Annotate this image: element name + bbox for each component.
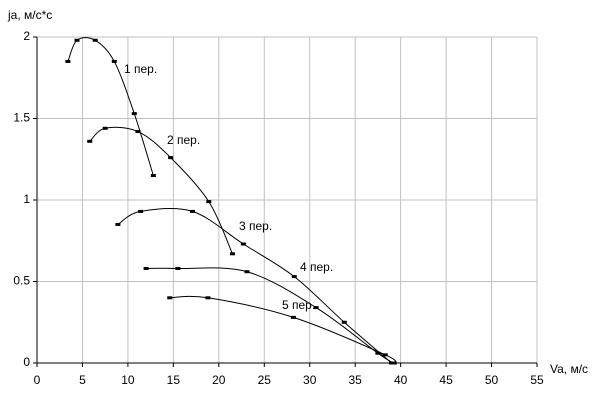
point-marker (87, 139, 93, 143)
y-tick-label: 1.5 (13, 111, 30, 125)
point-marker (115, 222, 121, 226)
x-tick-label: 5 (79, 373, 86, 387)
series-line (146, 267, 394, 364)
point-marker (205, 296, 211, 300)
series-label: 5 пер. (282, 298, 315, 312)
x-tick-label: 0 (34, 373, 41, 387)
series-line (67, 37, 154, 176)
point-marker (206, 200, 212, 204)
point-marker (229, 252, 235, 256)
point-marker (382, 353, 388, 357)
point-marker (175, 266, 181, 270)
point-marker (74, 38, 80, 42)
x-tick-label: 40 (394, 373, 408, 387)
x-tick-label: 25 (258, 373, 272, 387)
point-marker (168, 156, 174, 160)
y-tick-label: 2 (23, 29, 30, 43)
series-line (89, 126, 233, 254)
y-tick-label: 0 (23, 355, 30, 369)
point-marker (189, 209, 195, 213)
y-tick-label: 1 (23, 192, 30, 206)
point-marker (244, 270, 250, 274)
point-marker (102, 126, 108, 130)
point-marker (65, 59, 71, 63)
point-marker (150, 174, 156, 178)
series-label: 2 пер. (167, 133, 200, 147)
series-label: 4 пер. (300, 260, 333, 274)
point-marker (391, 361, 397, 365)
x-tick-label: 55 (530, 373, 544, 387)
x-tick-label: 20 (212, 373, 226, 387)
x-tick-label: 50 (485, 373, 499, 387)
x-tick-label: 15 (167, 373, 181, 387)
point-marker (313, 306, 319, 310)
point-marker (138, 209, 144, 213)
point-marker (111, 59, 117, 63)
point-marker (167, 296, 173, 300)
y-axis-label: ja, м/с*с (7, 8, 52, 22)
x-tick-label: 30 (303, 373, 317, 387)
series-label: 1 пер. (124, 62, 157, 76)
point-marker (375, 351, 381, 355)
x-tick-label: 10 (121, 373, 135, 387)
x-tick-label: 45 (439, 373, 453, 387)
point-marker (131, 112, 137, 116)
series-label: 3 пер. (239, 219, 272, 233)
x-tick-label: 35 (349, 373, 363, 387)
point-marker (92, 38, 98, 42)
point-marker (143, 266, 149, 270)
point-marker (135, 130, 141, 134)
point-marker (341, 320, 347, 324)
point-marker (240, 242, 246, 246)
y-tick-label: 0.5 (13, 274, 30, 288)
point-marker (291, 275, 297, 279)
point-marker (290, 315, 296, 319)
x-axis-label: Va, м/с (550, 362, 588, 376)
